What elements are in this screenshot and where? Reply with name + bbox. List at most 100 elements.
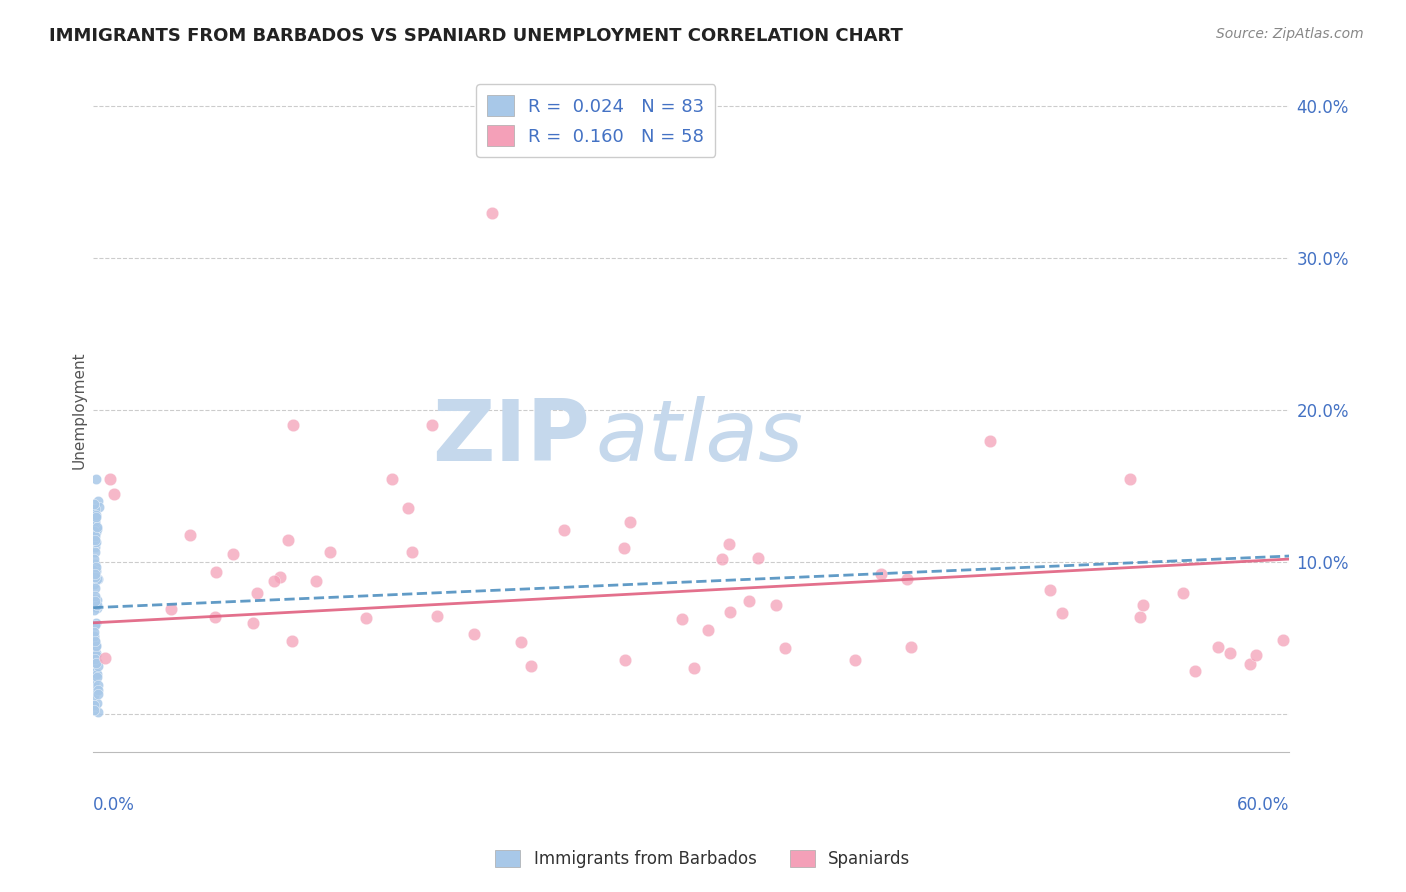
- Point: [86, 524, 108, 539]
- Point: [83, 558, 105, 572]
- Point: [614, 653, 637, 667]
- Point: [87, 706, 110, 720]
- Point: [93, 650, 115, 665]
- Point: [84, 639, 107, 653]
- Point: [520, 658, 543, 673]
- Text: Source: ZipAtlas.com: Source: ZipAtlas.com: [1216, 27, 1364, 41]
- Point: [87, 658, 110, 673]
- Point: [84, 533, 107, 548]
- Point: [83, 640, 105, 654]
- Point: [84, 652, 107, 666]
- Point: [1246, 648, 1268, 663]
- Point: [87, 687, 110, 701]
- Point: [84, 535, 107, 549]
- Point: [222, 547, 245, 561]
- Point: [83, 676, 105, 690]
- Point: [747, 551, 769, 566]
- Point: [82, 507, 104, 521]
- Point: [83, 517, 105, 532]
- Point: [83, 529, 105, 543]
- Point: [86, 573, 108, 587]
- Point: [86, 670, 108, 684]
- Point: [1184, 664, 1206, 678]
- Point: [84, 618, 107, 632]
- Point: [509, 634, 531, 648]
- Point: [1119, 471, 1142, 485]
- Point: [86, 667, 108, 681]
- Point: [84, 589, 107, 603]
- Point: [1132, 598, 1154, 612]
- Point: [83, 536, 105, 550]
- Point: [281, 418, 304, 433]
- Point: [263, 574, 285, 588]
- Point: [84, 600, 107, 615]
- Point: [83, 698, 105, 713]
- Text: 60.0%: 60.0%: [1237, 797, 1289, 814]
- Point: [683, 660, 706, 674]
- Point: [718, 537, 741, 551]
- Point: [84, 560, 107, 574]
- Point: [671, 612, 693, 626]
- Point: [1039, 583, 1062, 598]
- Point: [84, 570, 107, 584]
- Point: [277, 533, 299, 547]
- Point: [179, 528, 201, 542]
- Point: [83, 540, 105, 554]
- Point: [553, 524, 575, 538]
- Text: 0.0%: 0.0%: [93, 797, 135, 814]
- Text: ZIP: ZIP: [432, 396, 589, 479]
- Point: [1239, 657, 1261, 671]
- Point: [619, 515, 641, 529]
- Point: [86, 520, 108, 534]
- Point: [84, 638, 107, 652]
- Point: [83, 624, 105, 639]
- Point: [86, 598, 108, 612]
- Text: atlas: atlas: [596, 396, 804, 479]
- Point: [83, 688, 105, 702]
- Point: [83, 683, 105, 698]
- Point: [246, 586, 269, 600]
- Point: [87, 500, 110, 515]
- Point: [84, 502, 107, 516]
- Point: [83, 566, 105, 581]
- Point: [281, 633, 304, 648]
- Point: [86, 601, 108, 615]
- Point: [83, 577, 105, 591]
- Point: [1272, 633, 1295, 648]
- Point: [87, 494, 110, 508]
- Point: [83, 592, 105, 607]
- Point: [1129, 610, 1152, 624]
- Point: [305, 574, 328, 589]
- Point: [844, 653, 866, 667]
- Point: [82, 653, 104, 667]
- Point: [738, 593, 761, 607]
- Point: [1206, 640, 1229, 655]
- Y-axis label: Unemployment: Unemployment: [72, 351, 86, 469]
- Point: [84, 516, 107, 531]
- Point: [83, 599, 105, 613]
- Point: [83, 629, 105, 643]
- Point: [396, 501, 419, 516]
- Point: [84, 667, 107, 681]
- Point: [420, 418, 443, 433]
- Point: [83, 509, 105, 524]
- Point: [83, 630, 105, 644]
- Point: [84, 657, 107, 671]
- Point: [83, 603, 105, 617]
- Point: [896, 572, 918, 586]
- Point: [84, 646, 107, 660]
- Point: [613, 541, 636, 556]
- Point: [84, 634, 107, 648]
- Point: [82, 533, 104, 547]
- Point: [86, 593, 108, 607]
- Point: [697, 623, 720, 637]
- Point: [83, 545, 105, 559]
- Point: [83, 643, 105, 657]
- Point: [711, 551, 734, 566]
- Point: [84, 656, 107, 670]
- Point: [1050, 606, 1073, 620]
- Point: [83, 552, 105, 566]
- Point: [426, 609, 449, 624]
- Point: [86, 510, 108, 524]
- Point: [83, 582, 105, 596]
